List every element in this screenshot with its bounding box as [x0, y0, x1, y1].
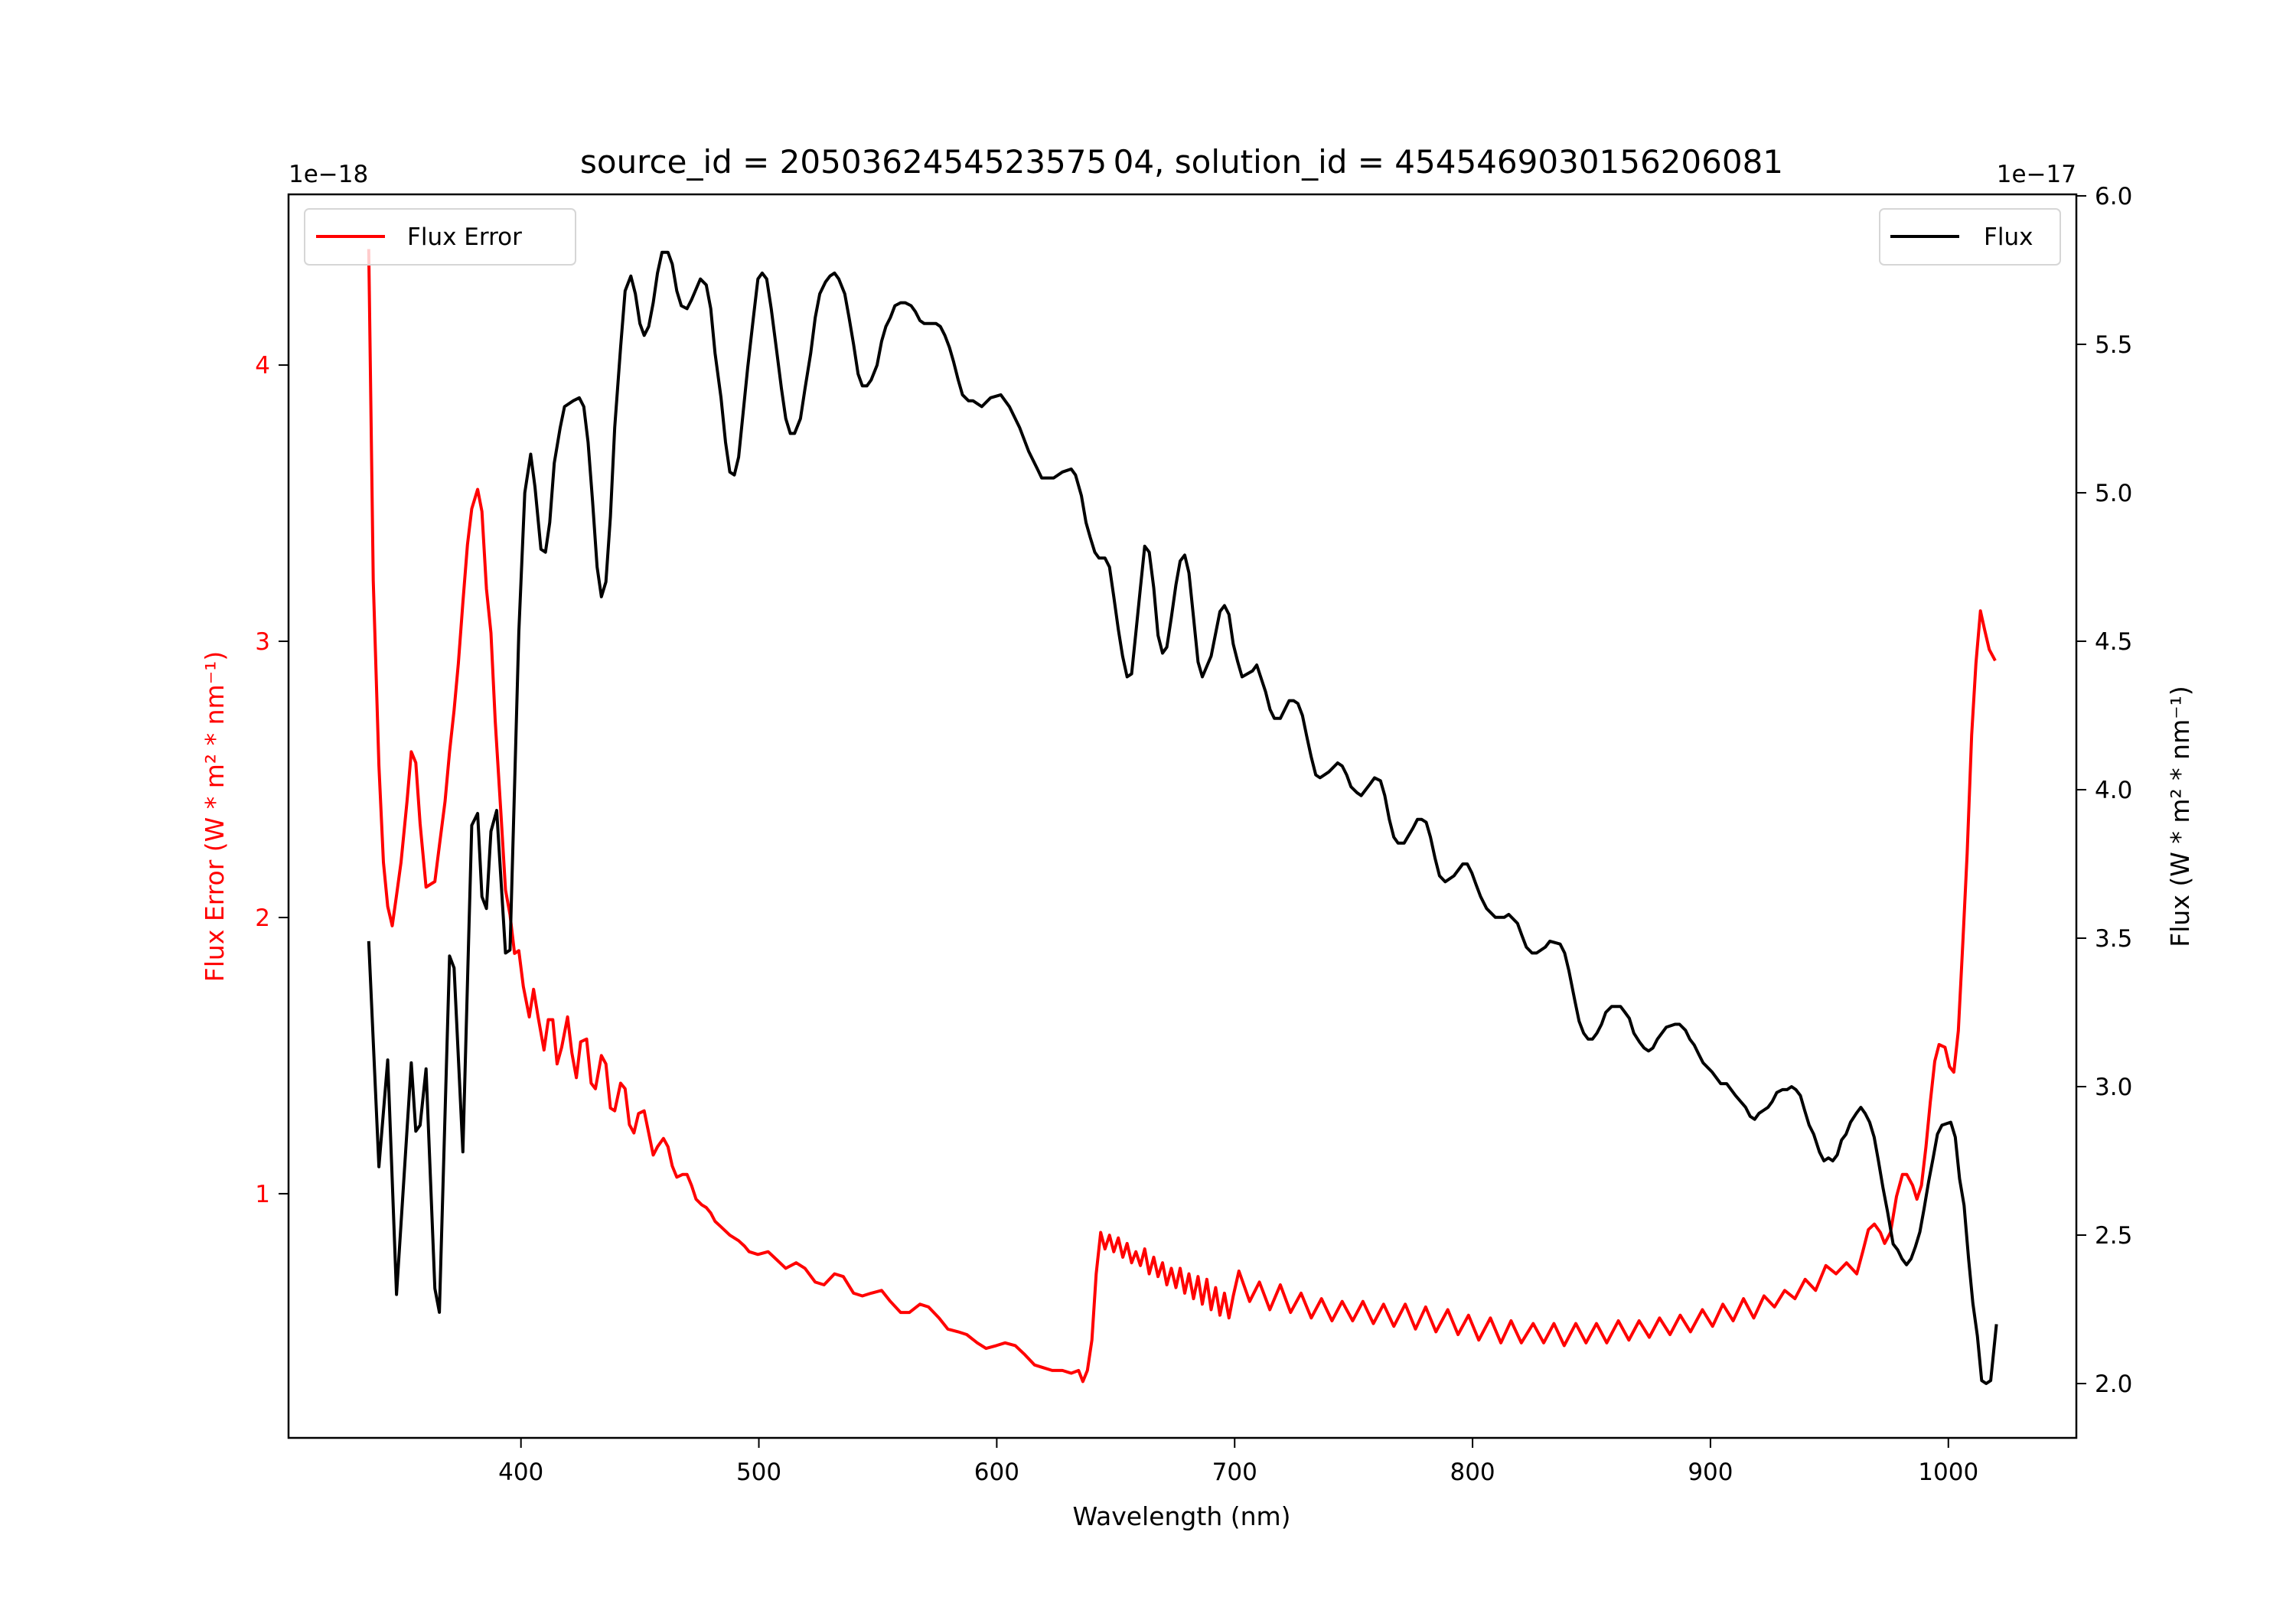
ticks-layer: 400 500 600 700 800 900 1000 1 2 3 4 2.0 2.5 3.0 3.5 4.… [255, 183, 2132, 1486]
x-tick-label: 700 [1212, 1459, 1257, 1486]
x-tick-label: 1000 [1918, 1459, 1978, 1486]
axes-frame [287, 193, 2078, 1439]
series-line-flux [367, 250, 1998, 1385]
x-tick-label: 600 [974, 1459, 1019, 1486]
legend-label-flux-error: Flux Error [407, 223, 522, 251]
x-axis-label: Wavelength (nm) [1072, 1501, 1290, 1531]
left-axis-offset-text: 1e−18 [289, 161, 368, 188]
chart-title: source_id = 2050362454523575 04, solutio… [580, 143, 1783, 181]
right-y-axis-label: Flux (W * m² * nm⁻¹) [2165, 686, 2195, 947]
y-right-tick-label: 6.0 [2095, 183, 2132, 210]
y-left-tick-label: 3 [255, 628, 270, 656]
x-tick-label: 500 [736, 1459, 781, 1486]
series-layer [367, 249, 1998, 1385]
y-right-tick-label: 5.0 [2095, 480, 2132, 507]
y-right-tick-label: 4.0 [2095, 777, 2132, 804]
y-left-tick-label: 1 [255, 1181, 270, 1208]
legend-flux-error: Flux Error [304, 208, 576, 266]
legend-frame [304, 208, 576, 266]
series-line-flux-error [367, 249, 1997, 1384]
legend-frame [1879, 208, 2061, 266]
y-left-tick-label: 4 [255, 352, 270, 380]
y-right-tick-label: 3.5 [2095, 925, 2132, 953]
y-right-tick-label: 2.5 [2095, 1222, 2132, 1250]
y-right-tick-label: 4.5 [2095, 628, 2132, 656]
right-axis-offset-text: 1e−17 [1997, 161, 2076, 188]
legend-flux: Flux [1879, 208, 2061, 266]
y-right-tick-label: 2.0 [2095, 1371, 2132, 1398]
x-tick-label: 400 [498, 1459, 543, 1486]
x-tick-label: 900 [1688, 1459, 1733, 1486]
x-tick-label: 800 [1450, 1459, 1495, 1486]
left-y-axis-label: Flux Error (W * m² * nm⁻¹) [200, 651, 230, 982]
legend-label-flux: Flux [1984, 223, 2033, 251]
y-right-tick-label: 5.5 [2095, 331, 2132, 359]
y-right-tick-label: 3.0 [2095, 1074, 2132, 1101]
y-left-tick-label: 2 [255, 905, 270, 932]
